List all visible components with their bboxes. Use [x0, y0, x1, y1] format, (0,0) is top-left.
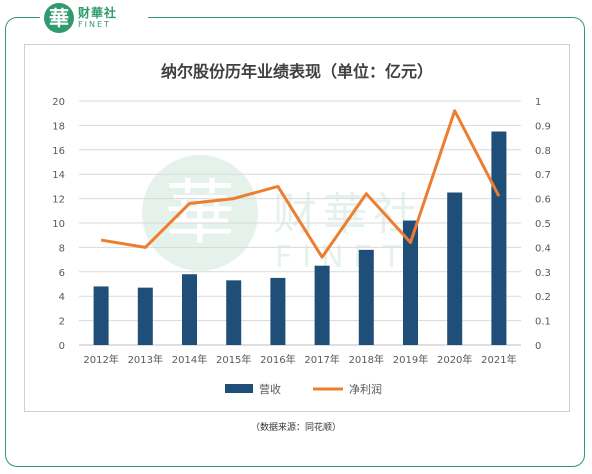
bar [137, 287, 153, 345]
watermark: 華 财華社 FINET [142, 155, 417, 275]
x-tick-label: 2018年 [349, 353, 384, 366]
y-right-tick-label: 0.5 [535, 219, 551, 230]
x-tick-label: 2016年 [260, 353, 295, 366]
bar [447, 192, 463, 345]
y-right-tick-label: 0.4 [535, 243, 551, 254]
series-line [100, 109, 501, 259]
legend-swatch-bar [225, 384, 253, 393]
y-axis-right: 0 0.1 0.2 0.3 0.4 0.5 0.6 0.7 0.8 0.9 1 [535, 97, 551, 352]
x-tick-label: 2015年 [216, 353, 251, 366]
data-source-note: （数据来源：同花顺） [250, 423, 341, 433]
y-left-tick-label: 0 [59, 341, 65, 352]
y-right-tick-label: 0.8 [535, 146, 551, 157]
bar [403, 220, 418, 345]
y-left-tick-label: 10 [52, 219, 65, 230]
legend-label-line: 净利润 [349, 382, 382, 396]
chart-svg: 華 财華社 FINET 纳尔股份历年业绩表现（单位：亿元） 0246810121… [52, 62, 551, 396]
y-right-tick-label: 0.6 [535, 195, 551, 206]
y-right-tick-label: 0 [535, 341, 541, 352]
bar [358, 249, 374, 345]
x-tick-label: 2020年 [437, 353, 472, 366]
brand-mark-icon: 華 [44, 3, 74, 33]
chart-container: 華 财華社 FINET 纳尔股份历年业绩表现（单位：亿元） 0 2 4 6 8 10 12 1… [24, 44, 570, 412]
bar-series [93, 131, 507, 345]
line-series [100, 109, 501, 259]
y-left-tick-label: 14 [52, 170, 65, 181]
bar [93, 286, 109, 345]
x-tick-label: 2013年 [128, 353, 163, 366]
y-right-tick-label: 1 [535, 97, 541, 108]
y-left-tick-label: 6 [59, 268, 65, 279]
outer-frame [5, 17, 585, 467]
legend: 营收 净利润 [225, 382, 382, 396]
watermark-mark: 華 [165, 172, 235, 254]
x-tick-label: 2017年 [304, 353, 339, 366]
watermark-name-en: FINET [275, 240, 411, 275]
bar [182, 274, 197, 345]
y-left-tick-label: 2 [59, 317, 65, 328]
y-left-tick-label: 12 [52, 195, 65, 206]
x-tick-label: 2014年 [172, 353, 207, 366]
y-right-tick-label: 0.7 [535, 170, 551, 181]
x-axis: 2012年 2013年 2014年 2015年 2016年 2017年 2018年 2019年… [83, 353, 516, 366]
brand-name-en: FINET [78, 20, 111, 29]
y-axis-left: 0 2 4 6 8 10 12 14 16 18 20 [52, 97, 65, 352]
brand-logo: 華 财華社 FINET [40, 2, 148, 34]
y-right-tick-label: 0.9 [535, 121, 551, 132]
y-right-tick-label: 0.2 [535, 292, 551, 303]
bar [226, 280, 242, 345]
x-tick-label: 2021年 [481, 353, 516, 366]
y-left-tick-label: 8 [59, 243, 65, 254]
x-tick-label: 2019年 [393, 353, 428, 366]
y-right-tick-label: 0.1 [535, 317, 551, 328]
chart-title: 纳尔股份历年业绩表现（单位：亿元） [161, 62, 433, 81]
y-left-tick-label: 18 [52, 121, 65, 132]
y-right-tick-label: 0.3 [535, 268, 551, 279]
legend-label-bar: 营收 [259, 382, 281, 396]
x-tick-label: 2012年 [83, 353, 118, 366]
bar [491, 131, 507, 345]
y-left-tick-label: 20 [52, 97, 65, 108]
brand-name-cn: 财華社 [78, 6, 118, 20]
y-left-tick-label: 4 [59, 292, 65, 303]
bar [270, 277, 286, 345]
bar [314, 265, 330, 345]
brand-text: 财華社 FINET [78, 7, 117, 29]
watermark-circle [142, 155, 258, 271]
y-left-tick-label: 16 [52, 146, 65, 157]
